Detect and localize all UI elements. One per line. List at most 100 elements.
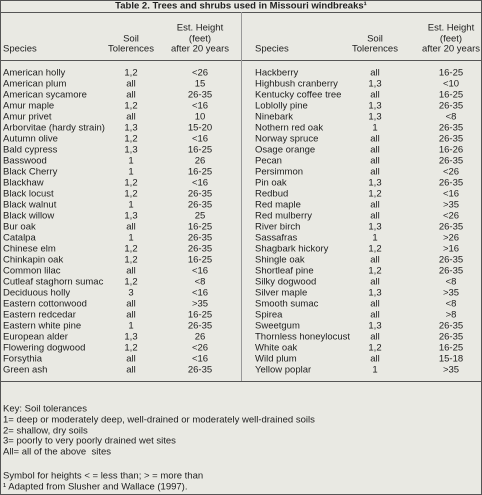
soil-cell: 1 [128,320,134,332]
soil-cell: 1,3 [368,287,382,299]
border [0,0,482,1]
soil-cell: all [370,199,380,211]
soil-cell: 1,3 [368,320,382,332]
soil-cell: 1,3 [124,122,138,134]
height-cell: 26-35 [438,265,464,277]
soil-cell: 1 [128,155,134,167]
species-cell: American sycamore [3,89,87,101]
species-cell: Shagbark hickory [255,243,329,255]
soil-cell: all [370,276,380,288]
species-cell: Hackberry [255,67,299,79]
soil-cell: 3 [128,287,134,299]
soil-cell: 1,2 [368,265,382,277]
species-cell: American holly [3,67,66,79]
table-title: Table 2. Trees and shrubs used in Missou… [115,0,367,12]
species-cell: Deciduous holly [3,287,71,299]
soil-cell: 1,2 [124,188,138,200]
species-cell: Black locust [3,188,54,200]
column-header: (feet) [439,33,463,44]
species-cell: Redbud [255,188,289,200]
height-cell: 25 [194,210,206,222]
species-cell: Eastern cottonwood [3,298,87,310]
soil-cell: all [370,89,380,101]
height-cell: 16-25 [187,144,213,156]
soil-cell: 1 [128,232,134,244]
species-cell: Yellow poplar [255,364,312,376]
soil-cell: 1 [372,364,378,376]
species-cell: Kentucky coffee tree [255,89,342,101]
soil-cell: 1,2 [368,243,382,255]
height-cell: 16-25 [438,342,464,354]
symbols-note: Symbol for heights < = less than; > = mo… [3,470,204,482]
species-cell: Silver maple [255,287,308,299]
height-cell: <26 [442,210,460,222]
soil-cell: 1,2 [124,254,138,266]
border [0,381,482,382]
column-header: Soil [367,33,383,44]
species-cell: Loblolly pine [255,100,308,112]
soil-cell: 1,2 [124,133,138,145]
species-cell: Pin oak [255,177,287,189]
species-cell: Sweetgum [255,320,300,332]
soil-cell: 1,3 [368,177,382,189]
height-cell: >35 [191,298,209,310]
species-cell: Black willow [3,210,55,222]
height-cell: 26-35 [438,320,464,332]
species-cell: Black walnut [3,199,57,211]
soil-cell: 1,2 [124,276,138,288]
species-cell: Chinese elm [3,243,56,255]
column-header: Est. Height [176,22,224,34]
height-cell: 26-35 [187,232,213,244]
column-header: Tolerences [108,43,154,55]
column-header: after 20 years [421,43,481,55]
column-header: after 20 years [170,43,230,55]
height-cell: <8 [445,111,457,123]
height-cell: 26-35 [438,155,464,167]
height-cell: <16 [191,133,209,145]
height-cell: 26-35 [438,100,464,112]
height-cell: <16 [191,100,209,112]
height-cell: 26-35 [438,177,464,189]
soil-cell: 1,3 [368,100,382,112]
height-cell: 26-35 [438,221,464,233]
height-cell: >35 [442,364,460,376]
soil-cell: all [370,155,380,167]
height-cell: >35 [442,287,460,299]
key-line: 2= shallow, dry soils [3,425,88,437]
height-cell: 16-25 [187,166,213,178]
species-cell: Spirea [255,309,283,321]
soil-cell: all [370,298,380,310]
species-cell: Sassafras [255,232,298,244]
height-cell: 26-35 [187,199,213,211]
species-cell: Red maple [255,199,301,211]
height-cell: 26-35 [438,133,464,145]
species-cell: Red mulberry [255,210,313,222]
height-cell: 26 [194,331,206,343]
height-cell: <26 [191,67,209,79]
divider [241,12,242,381]
height-cell: <16 [191,265,209,277]
soil-cell: 1,2 [124,100,138,112]
soil-cell: 1,3 [124,144,138,156]
soil-cell: all [370,67,380,79]
soil-cell: 1,3 [368,221,382,233]
soil-cell: 1,2 [368,188,382,200]
soil-cell: all [126,309,136,321]
column-header: Tolerences [352,43,398,55]
height-cell: >26 [442,232,460,244]
height-cell: 26-35 [187,364,213,376]
soil-cell: all [370,353,380,365]
soil-cell: 1,2 [124,177,138,189]
border [0,0,1,495]
species-cell: Nothern red oak [255,122,324,134]
species-cell: Green ash [3,364,48,376]
soil-cell: all [126,364,136,376]
soil-cell: all [370,254,380,266]
species-cell: Catalpa [3,232,36,244]
soil-cell: all [370,210,380,222]
soil-cell: 1,3 [368,78,382,90]
height-cell: 16-25 [187,221,213,233]
species-cell: Forsythia [3,353,43,365]
height-cell: <8 [445,276,457,288]
height-cell: <26 [442,166,460,178]
